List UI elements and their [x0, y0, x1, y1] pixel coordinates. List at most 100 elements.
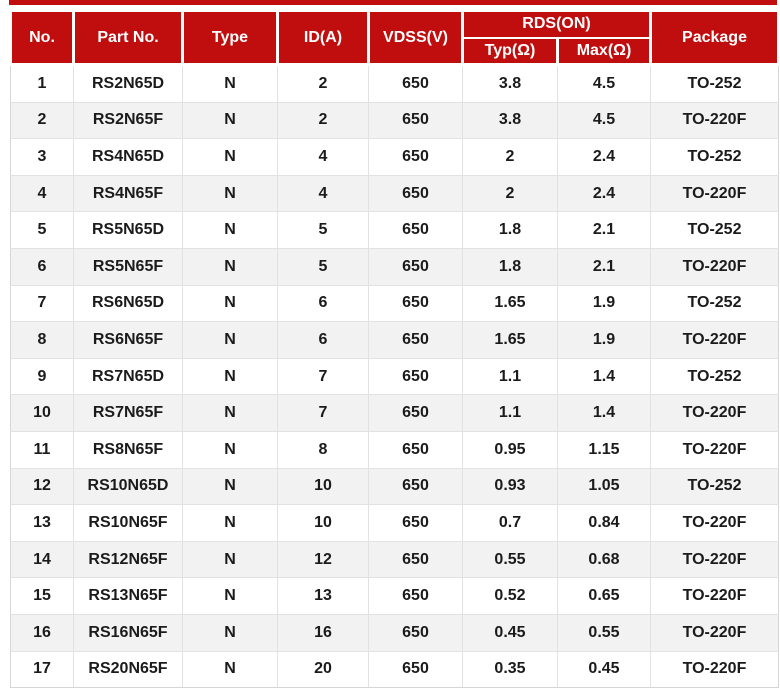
table-row: 13 RS10N65F N 10 650 0.7 0.84 TO-220F	[10, 504, 779, 542]
cell-typ-ohm: 0.45	[462, 613, 558, 652]
cell-type: N	[182, 357, 278, 396]
cell-type: N	[182, 577, 278, 615]
table-row: 16 RS16N65F N 16 650 0.45 0.55 TO-220F	[10, 613, 779, 652]
cell-part-no: RS6N65D	[73, 284, 183, 323]
cell-id-a: 2	[277, 101, 369, 140]
cell-type: N	[182, 650, 278, 689]
cell-id-a: 4	[277, 138, 369, 176]
table-row: 9 RS7N65D N 7 650 1.1 1.4 TO-252	[10, 357, 779, 396]
cell-id-a: 6	[277, 321, 369, 359]
header-vdss-v: VDSS(V)	[367, 9, 464, 66]
cell-no: 14	[10, 540, 74, 579]
cell-no: 9	[10, 357, 74, 396]
cell-vdss-v: 650	[368, 504, 463, 542]
cell-typ-ohm: 2	[462, 174, 558, 213]
cell-vdss-v: 650	[368, 394, 463, 432]
cell-part-no: RS7N65D	[73, 357, 183, 396]
cell-part-no: RS10N65D	[73, 467, 183, 506]
top-accent-bar	[9, 0, 777, 5]
cell-id-a: 16	[277, 613, 369, 652]
cell-package: TO-220F	[650, 613, 779, 652]
cell-typ-ohm: 1.1	[462, 357, 558, 396]
cell-vdss-v: 650	[368, 101, 463, 140]
cell-part-no: RS5N65F	[73, 247, 183, 286]
cell-type: N	[182, 64, 278, 103]
cell-max-ohm: 2.4	[557, 138, 651, 176]
cell-no: 7	[10, 284, 74, 323]
cell-package: TO-220F	[650, 394, 779, 432]
cell-part-no: RS4N65D	[73, 138, 183, 176]
cell-package: TO-220F	[650, 430, 779, 469]
cell-type: N	[182, 211, 278, 249]
cell-no: 8	[10, 321, 74, 359]
cell-part-no: RS16N65F	[73, 613, 183, 652]
table-body: 1 RS2N65D N 2 650 3.8 4.5 TO-252 2 RS2N65F N 2 650 3.…	[10, 64, 779, 689]
cell-typ-ohm: 1.8	[462, 211, 558, 249]
cell-part-no: RS5N65D	[73, 211, 183, 249]
cell-max-ohm: 4.5	[557, 64, 651, 103]
cell-package: TO-220F	[650, 540, 779, 579]
parts-table-container: No. Part No. Type ID(A) VDSS(V) RDS(ON) …	[9, 0, 780, 689]
cell-no: 15	[10, 577, 74, 615]
cell-package: TO-220F	[650, 174, 779, 213]
table-header: No. Part No. Type ID(A) VDSS(V) RDS(ON) …	[9, 9, 780, 66]
cell-part-no: RS2N65F	[73, 101, 183, 140]
cell-typ-ohm: 0.95	[462, 430, 558, 469]
header-rds-on: RDS(ON)	[461, 9, 652, 39]
table-row: 14 RS12N65F N 12 650 0.55 0.68 TO-220F	[10, 540, 779, 579]
cell-no: 2	[10, 101, 74, 140]
cell-type: N	[182, 540, 278, 579]
cell-no: 10	[10, 394, 74, 432]
cell-part-no: RS13N65F	[73, 577, 183, 615]
cell-package: TO-252	[650, 211, 779, 249]
cell-max-ohm: 0.45	[557, 650, 651, 689]
cell-type: N	[182, 430, 278, 469]
header-no: No.	[9, 9, 75, 66]
cell-typ-ohm: 0.35	[462, 650, 558, 689]
table-row: 12 RS10N65D N 10 650 0.93 1.05 TO-252	[10, 467, 779, 506]
cell-id-a: 10	[277, 467, 369, 506]
cell-typ-ohm: 3.8	[462, 64, 558, 103]
cell-type: N	[182, 284, 278, 323]
cell-max-ohm: 0.65	[557, 577, 651, 615]
cell-part-no: RS2N65D	[73, 64, 183, 103]
cell-vdss-v: 650	[368, 174, 463, 213]
cell-vdss-v: 650	[368, 138, 463, 176]
cell-package: TO-252	[650, 357, 779, 396]
cell-max-ohm: 1.15	[557, 430, 651, 469]
cell-typ-ohm: 1.8	[462, 247, 558, 286]
table-row: 4 RS4N65F N 4 650 2 2.4 TO-220F	[10, 174, 779, 213]
cell-part-no: RS12N65F	[73, 540, 183, 579]
cell-vdss-v: 650	[368, 211, 463, 249]
cell-part-no: RS20N65F	[73, 650, 183, 689]
header-part-no: Part No.	[72, 9, 184, 66]
cell-typ-ohm: 0.7	[462, 504, 558, 542]
cell-vdss-v: 650	[368, 467, 463, 506]
cell-max-ohm: 1.9	[557, 284, 651, 323]
table-row: 15 RS13N65F N 13 650 0.52 0.65 TO-220F	[10, 577, 779, 615]
cell-vdss-v: 650	[368, 357, 463, 396]
cell-no: 17	[10, 650, 74, 689]
header-typ-ohm: Typ(Ω)	[461, 37, 559, 66]
cell-vdss-v: 650	[368, 64, 463, 103]
cell-vdss-v: 650	[368, 577, 463, 615]
cell-id-a: 5	[277, 247, 369, 286]
cell-max-ohm: 1.4	[557, 394, 651, 432]
mosfet-parts-table: No. Part No. Type ID(A) VDSS(V) RDS(ON) …	[9, 9, 780, 689]
cell-max-ohm: 0.68	[557, 540, 651, 579]
cell-typ-ohm: 1.1	[462, 394, 558, 432]
cell-id-a: 10	[277, 504, 369, 542]
header-package: Package	[649, 9, 780, 66]
cell-id-a: 5	[277, 211, 369, 249]
cell-max-ohm: 0.84	[557, 504, 651, 542]
cell-type: N	[182, 101, 278, 140]
cell-no: 13	[10, 504, 74, 542]
cell-typ-ohm: 3.8	[462, 101, 558, 140]
table-row: 8 RS6N65F N 6 650 1.65 1.9 TO-220F	[10, 321, 779, 359]
table-row: 7 RS6N65D N 6 650 1.65 1.9 TO-252	[10, 284, 779, 323]
cell-type: N	[182, 321, 278, 359]
cell-vdss-v: 650	[368, 430, 463, 469]
cell-package: TO-220F	[650, 247, 779, 286]
cell-type: N	[182, 504, 278, 542]
cell-id-a: 2	[277, 64, 369, 103]
